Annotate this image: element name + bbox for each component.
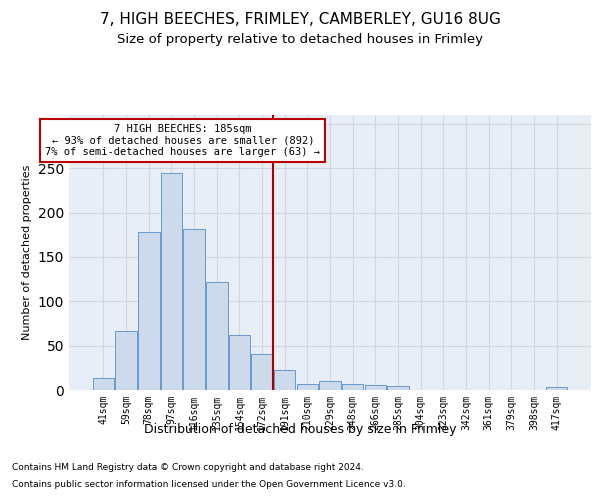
Bar [251, 354, 273, 390]
Bar [387, 386, 409, 390]
Text: 7 HIGH BEECHES: 185sqm
← 93% of detached houses are smaller (892)
7% of semi-det: 7 HIGH BEECHES: 185sqm ← 93% of detached… [45, 124, 320, 157]
Bar [138, 232, 160, 390]
Bar [296, 384, 318, 390]
Bar [274, 370, 295, 390]
Text: Size of property relative to detached houses in Frimley: Size of property relative to detached ho… [117, 32, 483, 46]
Bar [184, 230, 205, 390]
Text: Distribution of detached houses by size in Frimley: Distribution of detached houses by size … [144, 422, 456, 436]
Bar [206, 282, 227, 390]
Bar [229, 335, 250, 390]
Bar [93, 378, 114, 390]
Bar [161, 172, 182, 390]
Bar [115, 330, 137, 390]
Bar [342, 384, 364, 390]
Bar [546, 388, 567, 390]
Bar [319, 381, 341, 390]
Bar [365, 384, 386, 390]
Text: Contains HM Land Registry data © Crown copyright and database right 2024.: Contains HM Land Registry data © Crown c… [12, 462, 364, 471]
Y-axis label: Number of detached properties: Number of detached properties [22, 165, 32, 340]
Text: 7, HIGH BEECHES, FRIMLEY, CAMBERLEY, GU16 8UG: 7, HIGH BEECHES, FRIMLEY, CAMBERLEY, GU1… [100, 12, 500, 28]
Text: Contains public sector information licensed under the Open Government Licence v3: Contains public sector information licen… [12, 480, 406, 489]
